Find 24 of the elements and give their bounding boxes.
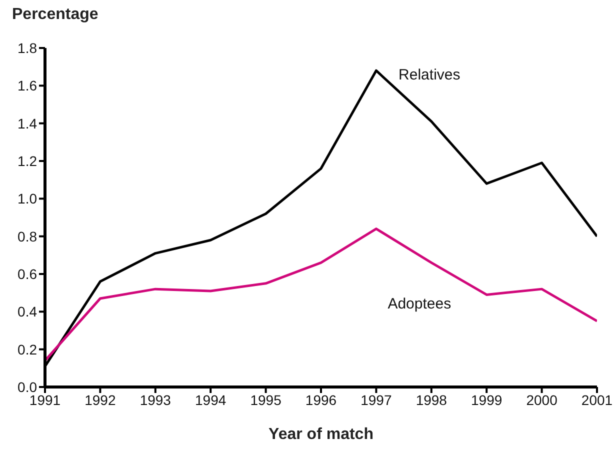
y-tick-label: 0.2 [18,341,38,358]
x-tick-label: 1998 [416,392,448,408]
y-tick-label: 1.4 [18,115,38,132]
x-tick-label: 1993 [140,392,172,408]
x-tick-label: 1997 [360,392,392,408]
x-tick-label: 1992 [84,392,116,408]
series-label: Relatives [398,66,460,84]
y-tick-label: 1.6 [18,78,38,94]
x-tick-label: 1996 [305,392,337,408]
y-axis-title: Percentage [12,6,98,24]
y-tick-label: 1.8 [18,40,38,56]
x-axis-title: Year of match [268,426,374,443]
x-tick-label: 1995 [250,392,282,408]
y-tick-label: 0.6 [18,266,38,282]
y-tick-label: 1.0 [18,190,38,207]
x-tick-label: 1994 [195,392,226,408]
series-label: Adoptees [388,296,452,313]
line-series [45,228,597,362]
y-tick-label: 0.8 [18,228,38,244]
y-tick-label: 1.2 [18,152,38,169]
x-tick-label: 2001 [581,392,613,408]
y-tick-label: 0.4 [18,304,38,320]
x-tick-label: 2000 [526,392,558,408]
x-tick-label: 1999 [471,392,502,408]
